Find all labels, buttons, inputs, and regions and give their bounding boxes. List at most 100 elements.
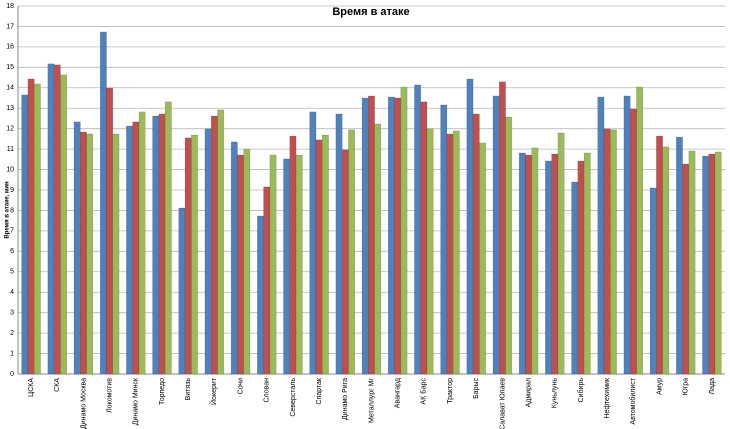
bar	[452, 130, 460, 375]
bar	[230, 141, 238, 375]
x-tick-label: Адмирал	[525, 378, 532, 407]
bar	[557, 132, 565, 375]
bar	[204, 128, 212, 375]
x-tick-label: Лада	[709, 378, 716, 395]
bar	[374, 123, 382, 375]
x-tick-label: Металлург Мг	[368, 378, 375, 423]
x-tick-label: Сочи	[237, 378, 244, 394]
y-tick-label: 2	[10, 330, 14, 337]
bar	[472, 113, 480, 375]
x-tick-label: Авангард	[395, 378, 402, 408]
bar	[80, 131, 87, 375]
bar	[649, 187, 657, 375]
bar	[164, 101, 172, 375]
x-tick-label: ЦСКА	[28, 378, 35, 397]
x-tick-label: Сибирь	[577, 378, 585, 403]
x-tick-label: Салават Юлаев	[499, 378, 506, 429]
bar	[112, 133, 120, 375]
bar	[440, 104, 448, 375]
bar	[53, 64, 61, 375]
bar	[217, 109, 225, 375]
y-tick-label: 0	[10, 371, 14, 378]
bar	[106, 87, 114, 375]
x-tick-label: Нефтехимик	[604, 377, 611, 419]
y-tick-label: 10	[6, 166, 14, 173]
bar	[126, 125, 133, 375]
bar	[583, 152, 591, 375]
bar	[571, 181, 579, 375]
y-tick-label: 13	[6, 105, 14, 112]
bar	[479, 142, 486, 375]
bar	[257, 215, 264, 375]
bar	[322, 134, 329, 375]
bar	[525, 154, 533, 375]
bar	[610, 129, 617, 375]
x-tick-label: Слован	[264, 378, 271, 403]
bar	[676, 136, 683, 375]
bar	[237, 154, 244, 375]
bar	[210, 115, 218, 375]
bar	[289, 135, 297, 375]
bar	[132, 121, 140, 375]
y-tick-label: 5	[10, 269, 14, 276]
x-tick-label: Северсталь	[290, 378, 297, 417]
bar	[577, 160, 585, 375]
bar	[656, 135, 663, 375]
bar	[499, 81, 506, 375]
bar	[623, 95, 631, 375]
bar	[33, 83, 41, 375]
bar	[152, 115, 160, 375]
bar	[368, 95, 375, 375]
bar	[636, 86, 644, 375]
bar	[603, 128, 611, 375]
y-tick-label: 4	[10, 289, 14, 296]
y-tick-label: 7	[10, 228, 14, 235]
y-tick-label: 17	[6, 23, 14, 30]
bar	[138, 111, 146, 375]
y-tick-label: 18	[6, 3, 14, 10]
bar	[283, 158, 291, 375]
x-tick-label: Йокерит	[209, 377, 218, 405]
bar	[708, 153, 716, 375]
y-tick-label: 12	[6, 126, 14, 133]
bar	[682, 163, 690, 375]
bar	[531, 147, 539, 375]
bar	[414, 84, 421, 375]
bar	[597, 96, 605, 375]
bar	[394, 97, 402, 375]
chart-title: Время в атаке	[332, 6, 409, 18]
y-tick-label: 14	[6, 85, 14, 92]
y-tick-label: 8	[10, 207, 14, 214]
bar	[47, 63, 55, 375]
bar	[662, 146, 670, 375]
x-tick-label: Динамо Москва	[80, 378, 87, 429]
x-tick-label: Торпедо	[159, 378, 166, 405]
x-tick-label: Динамо Рига	[342, 378, 349, 420]
bar	[420, 101, 428, 375]
y-tick-label: 1	[10, 350, 14, 357]
bar	[341, 149, 349, 375]
x-tick-label: Локомотив	[106, 378, 113, 413]
x-tick-label: Автомобилист	[629, 377, 637, 424]
y-tick-label: 9	[10, 187, 14, 194]
bar	[73, 121, 81, 375]
x-tick-label: Куньлунь	[552, 378, 559, 409]
bar	[505, 116, 513, 375]
y-tick-label: 11	[7, 146, 14, 153]
bar	[191, 134, 198, 375]
bar	[315, 139, 323, 375]
x-tick-label: АК Барс	[421, 378, 428, 405]
bar	[714, 151, 722, 375]
bar	[99, 31, 107, 375]
bar	[702, 155, 710, 375]
x-tick-label: Витязь	[185, 378, 192, 401]
y-tick-label: 3	[10, 310, 14, 317]
bar	[263, 186, 271, 375]
x-tick-label: СКА	[54, 378, 61, 392]
y-tick-label: 16	[6, 44, 14, 51]
bar	[551, 153, 559, 375]
bar	[269, 154, 277, 375]
bar	[400, 86, 408, 375]
bar	[361, 97, 369, 375]
bar	[243, 148, 251, 375]
